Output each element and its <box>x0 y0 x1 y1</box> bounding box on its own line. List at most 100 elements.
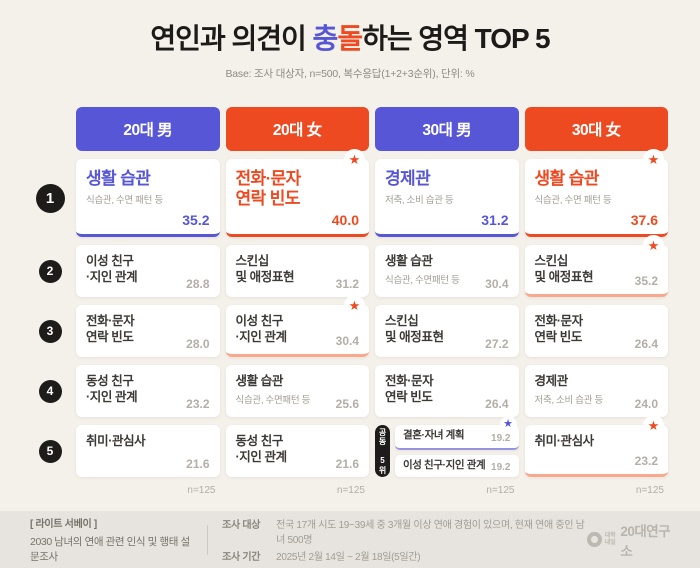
rank-2-badge: 2 <box>38 259 62 283</box>
header-spacer <box>30 107 70 151</box>
area-title: 결혼·자녀 계획 <box>403 429 465 441</box>
area-value: 26.4 <box>485 397 509 411</box>
area-subtitle: 저축, 소비 습관 등 <box>534 395 604 407</box>
card-30m-rank1: 경제관 저축, 소비 습관 등 31.2 <box>375 159 519 237</box>
area-value: 31.2 <box>481 212 509 228</box>
title-highlight-red: 돌 <box>337 23 363 54</box>
area-title: 스킨십 및 애정표현 <box>385 314 444 345</box>
area-title: 전화·문자 연락 빈도 <box>235 169 302 208</box>
area-value: 35.2 <box>634 274 658 288</box>
n-note-30f: n=125 <box>635 485 664 496</box>
rank-1-badge: 1 <box>35 183 65 213</box>
meta-value: 전국 17개 시도 19~39세 중 3개월 이상 연애 경험이 있으며, 현재… <box>276 520 585 546</box>
tied-stack: ★ 결혼·자녀 계획 19.2 이성 친구·지인 관계 19.2 <box>395 416 519 477</box>
card-20f-rank1: ★ 전화·문자 연락 빈도 40.0 <box>225 149 369 237</box>
area-title: 전화·문자 연락 빈도 <box>534 314 584 345</box>
area-value: 37.6 <box>630 212 658 228</box>
n-note-20f: n=125 <box>336 485 365 496</box>
rank-5-badge-cell: 5 <box>30 425 70 477</box>
area-value: 26.4 <box>634 337 658 351</box>
survey-title: 2030 남녀의 연애 관련 인식 및 행태 설문조사 <box>30 536 190 563</box>
base-note: Base: 조사 대상자, n=500, 복수응답(1+2+3순위), 단위: … <box>225 68 475 80</box>
area-title: 생활 습관 <box>86 169 151 188</box>
card-20m-rank5: 취미·관심사 21.6 <box>76 425 220 477</box>
meta-label: 조사 기간 <box>222 552 261 563</box>
area-title: 동성 친구 ·지인 관계 <box>86 374 138 405</box>
footer-divider <box>207 524 209 555</box>
tied-5th-badge: 공동 5위 <box>375 425 390 477</box>
area-title: 취미·관심사 <box>534 434 595 448</box>
publisher-logo: 대학내일 20대연구소 <box>587 520 676 560</box>
rank-4-badge: 4 <box>38 379 62 403</box>
star-badge: ★ <box>344 295 365 316</box>
area-value: 19.2 <box>491 432 511 444</box>
card-20f-rank5: 동성 친구 ·지인 관계 21.6 <box>225 425 369 477</box>
logo-text: 20대연구소 <box>620 523 671 559</box>
area-value: 27.2 <box>485 337 509 351</box>
card-30m-rank3: 스킨십 및 애정표현 27.2 <box>375 305 519 357</box>
area-value: 23.2 <box>186 397 210 411</box>
rank-5-badge: 5 <box>38 439 62 463</box>
title-part1: 연인과 의견이 <box>150 23 313 54</box>
area-title: 생활 습관 <box>235 374 284 388</box>
area-value: 23.2 <box>634 454 658 468</box>
star-icon: ★ <box>647 152 660 167</box>
area-title: 스킨십 및 애정표현 <box>534 254 594 285</box>
ranking-grid: 20대 男 20대 女 30대 男 30대 女 1 생활 습관 식습관, 수면 … <box>30 107 668 499</box>
area-value: 24.0 <box>634 397 658 411</box>
star-badge: ★ <box>643 415 664 436</box>
star-badge: ★ <box>499 416 517 433</box>
footer: [ 라이트 서베이 ] 2030 남녀의 연애 관련 인식 및 행태 설문조사 … <box>0 511 700 568</box>
area-title: 전화·문자 연락 빈도 <box>385 374 434 405</box>
card-30m-rank4: 전화·문자 연락 빈도 26.4 <box>375 365 519 417</box>
area-title: 생활 습관 <box>534 169 600 188</box>
rank-2-badge-cell: 2 <box>30 245 70 297</box>
meta-label: 조사 대상 <box>222 520 261 531</box>
survey-meta: 조사 대상 전국 17개 시도 19~39세 중 3개월 이상 연애 경험이 있… <box>222 514 587 565</box>
rank-3-badge: 3 <box>38 319 62 343</box>
card-30f-rank5: ★ 취미·관심사 23.2 <box>524 415 668 477</box>
area-value: 19.2 <box>491 462 511 473</box>
star-icon: ★ <box>647 238 660 253</box>
card-30f-rank4: 경제관 저축, 소비 습관 등 24.0 <box>524 365 668 417</box>
area-subtitle: 식습관, 수면패턴 등 <box>235 395 311 407</box>
card-30m-rank2: 생활 습관 식습관, 수면패턴 등 30.4 <box>375 245 519 297</box>
star-badge: ★ <box>643 235 664 256</box>
area-title: 이성 친구·지인 관계 <box>403 458 486 471</box>
area-value: 30.4 <box>485 277 509 291</box>
card-20m-rank1: 생활 습관 식습관, 수면 패턴 등 35.2 <box>76 159 220 237</box>
n-note-30m: n=125 <box>486 485 515 496</box>
column-header-20s-female: 20대 女 <box>225 107 369 151</box>
rank-4-badge-cell: 4 <box>30 365 70 417</box>
star-badge: ★ <box>344 149 365 170</box>
title-highlight-blue: 충 <box>312 23 339 54</box>
area-subtitle: 식습관, 수면 패턴 등 <box>86 194 163 206</box>
card-20f-rank4: 생활 습관 식습관, 수면패턴 등 25.6 <box>225 365 369 417</box>
star-icon: ★ <box>503 418 513 430</box>
area-title: 이성 친구 ·지인 관계 <box>86 254 138 285</box>
title-part2: 하는 영역 TOP 5 <box>362 23 550 54</box>
card-20f-rank2: 스킨십 및 애정표현 31.2 <box>225 245 369 297</box>
area-subtitle: 식습관, 수면패턴 등 <box>385 275 460 287</box>
star-icon: ★ <box>348 152 361 167</box>
area-value: 31.2 <box>335 277 359 291</box>
area-title: 경제관 <box>385 169 431 188</box>
area-subtitle: 저축, 소비 습관 등 <box>385 194 454 206</box>
card-20m-rank2: 이성 친구 ·지인 관계 28.8 <box>76 245 220 297</box>
card-30f-rank3: 전화·문자 연락 빈도 26.4 <box>524 305 668 357</box>
area-value: 35.2 <box>182 212 210 228</box>
star-icon: ★ <box>647 418 660 433</box>
column-header-30s-female: 30대 女 <box>524 107 668 151</box>
rank-1-badge-cell: 1 <box>30 159 70 237</box>
area-title: 취미·관심사 <box>86 434 146 448</box>
area-value: 21.6 <box>186 457 210 471</box>
area-value: 30.4 <box>335 334 359 348</box>
area-subtitle: 식습관, 수면 패턴 등 <box>534 194 612 206</box>
n-note-20m: n=125 <box>187 485 216 496</box>
area-title: 이성 친구 ·지인 관계 <box>235 314 288 345</box>
meta-row-period: 조사 기간 2025년 2월 14일 ~ 2월 18일(5일간) <box>222 548 587 563</box>
card-30m-rank5a: ★ 결혼·자녀 계획 19.2 <box>395 416 519 450</box>
area-value: 21.6 <box>335 457 359 471</box>
logo-small-text: 대학내일 <box>604 532 616 546</box>
